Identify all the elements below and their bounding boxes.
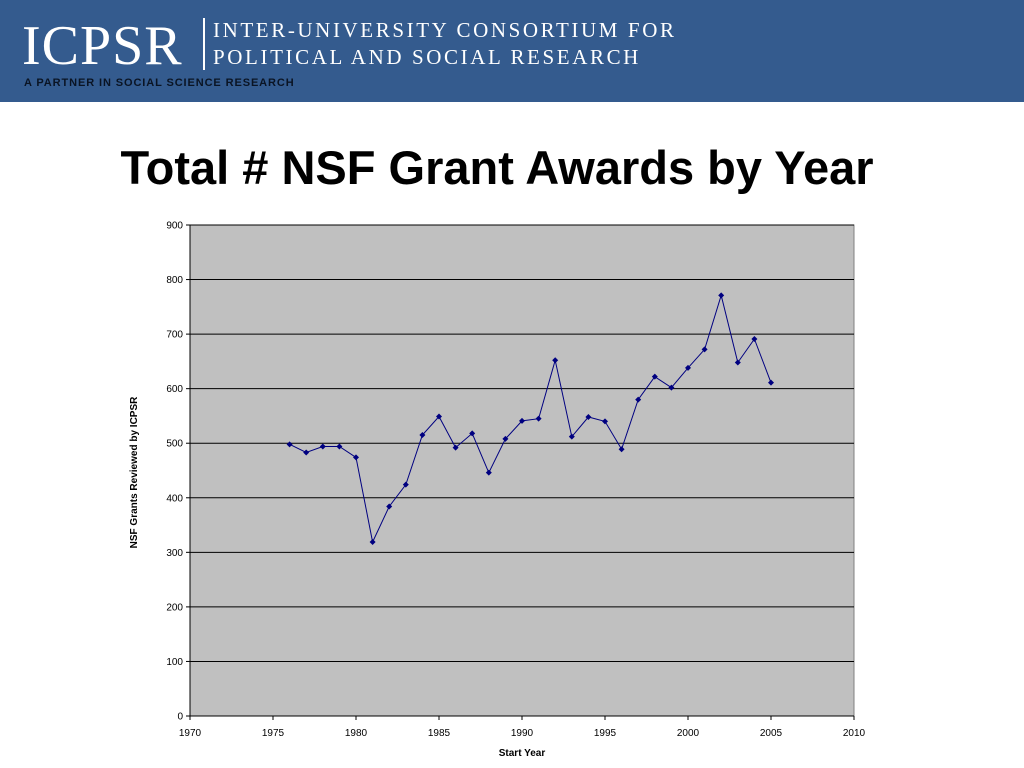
data-point bbox=[303, 449, 310, 456]
data-point bbox=[602, 418, 608, 425]
data-point bbox=[535, 415, 542, 422]
data-point bbox=[469, 430, 476, 437]
data-point bbox=[386, 503, 393, 510]
y-tick-label: 900 bbox=[166, 221, 183, 232]
data-point bbox=[502, 435, 509, 442]
plot-area bbox=[189, 224, 855, 717]
y-tick-label: 300 bbox=[166, 548, 183, 559]
data-point bbox=[685, 364, 691, 371]
data-point bbox=[419, 432, 426, 439]
data-point bbox=[519, 417, 525, 424]
data-point bbox=[402, 481, 409, 488]
header-banner: ICPSR INTER-UNIVERSITY CONSORTIUM FOR PO… bbox=[0, 0, 1024, 102]
x-axis-title: Start Year bbox=[499, 748, 546, 759]
y-tick-label: 800 bbox=[166, 275, 183, 286]
data-point bbox=[718, 292, 725, 299]
org-name-line-2: POLITICAL AND SOCIAL RESEARCH bbox=[213, 45, 641, 69]
data-point bbox=[485, 469, 492, 476]
x-tick-label: 1990 bbox=[511, 728, 534, 739]
data-point bbox=[319, 443, 326, 450]
data-point bbox=[635, 396, 642, 403]
tagline: A PARTNER IN SOCIAL SCIENCE RESEARCH bbox=[24, 77, 295, 89]
org-name-line-1: INTER-UNIVERSITY CONSORTIUM FOR bbox=[213, 18, 677, 42]
y-tick-label: 600 bbox=[166, 384, 183, 395]
x-tick-label: 1975 bbox=[262, 728, 285, 739]
y-axis-title: NSF Grants Reviewed by ICPSR bbox=[129, 396, 140, 548]
data-point bbox=[585, 414, 592, 421]
data-point bbox=[353, 454, 359, 461]
x-tick-label: 2005 bbox=[760, 728, 783, 739]
logo-divider bbox=[203, 18, 205, 70]
data-point bbox=[369, 538, 376, 545]
data-point bbox=[618, 446, 625, 453]
y-tick-label: 500 bbox=[166, 439, 183, 450]
data-point bbox=[452, 444, 459, 451]
x-tick-label: 1980 bbox=[345, 728, 368, 739]
x-tick-label: 1985 bbox=[428, 728, 451, 739]
data-point bbox=[552, 357, 559, 364]
icpsr-logo: ICPSR bbox=[22, 15, 183, 77]
data-point bbox=[336, 443, 343, 450]
data-point bbox=[734, 359, 741, 366]
y-tick-label: 100 bbox=[166, 657, 183, 668]
data-point bbox=[436, 413, 442, 420]
data-point bbox=[701, 346, 708, 353]
x-tick-label: 1995 bbox=[594, 728, 617, 739]
data-point bbox=[651, 373, 658, 380]
x-tick-label: 2010 bbox=[843, 728, 866, 739]
data-point bbox=[286, 441, 293, 448]
data-point bbox=[668, 384, 675, 391]
data-point bbox=[568, 433, 575, 440]
series-line bbox=[289, 293, 772, 544]
x-tick-label: 2000 bbox=[677, 728, 700, 739]
x-tick-label: 1970 bbox=[179, 728, 202, 739]
y-tick-label: 0 bbox=[177, 712, 183, 723]
y-tick-label: 400 bbox=[166, 493, 183, 504]
slide-title: Total # NSF Grant Awards by Year bbox=[120, 141, 874, 194]
data-point bbox=[751, 336, 758, 343]
y-tick-label: 700 bbox=[166, 330, 183, 341]
y-tick-label: 200 bbox=[166, 602, 183, 613]
data-point bbox=[768, 379, 774, 386]
